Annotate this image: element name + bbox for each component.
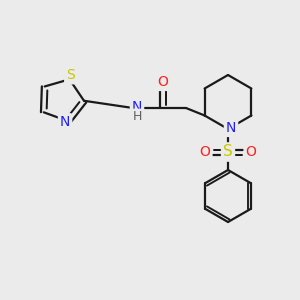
Text: N: N	[226, 121, 236, 135]
Text: N: N	[132, 100, 142, 114]
Text: S: S	[66, 68, 75, 82]
Text: H: H	[132, 110, 142, 124]
Text: O: O	[246, 145, 256, 159]
Text: S: S	[223, 145, 233, 160]
Text: N: N	[60, 115, 70, 129]
Text: O: O	[158, 75, 168, 89]
Text: O: O	[200, 145, 210, 159]
